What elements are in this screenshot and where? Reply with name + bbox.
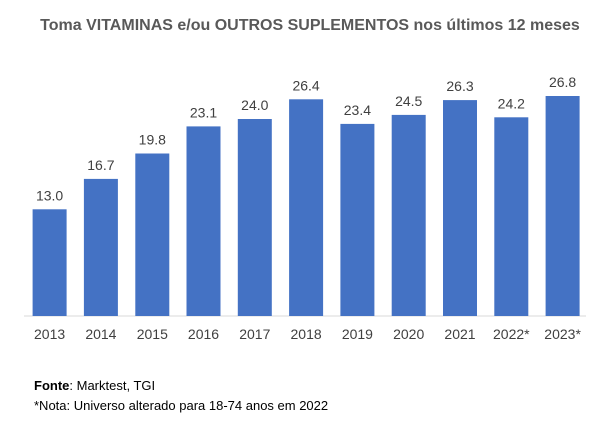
data-label-2022-star: 24.2 [498, 95, 525, 111]
source-text: : Marktest, TGI [69, 378, 156, 393]
x-tick-label-2021: 2021 [444, 326, 475, 342]
x-tick-label-2014: 2014 [85, 326, 116, 342]
data-label-2014: 16.7 [87, 157, 114, 173]
bar-2014 [83, 178, 118, 316]
source-label: Fonte [34, 378, 70, 393]
data-label-2019: 23.4 [344, 102, 371, 118]
data-label-2023-star: 26.8 [549, 74, 576, 90]
data-label-2020: 24.5 [395, 93, 422, 109]
x-tick-label-2019: 2019 [342, 326, 373, 342]
bar-2015 [135, 153, 170, 316]
x-tick-label-2013: 2013 [34, 326, 65, 342]
bar-2021 [443, 100, 477, 316]
x-tick-label-2016: 2016 [188, 326, 219, 342]
bar-2013 [32, 209, 67, 316]
data-label-2018: 26.4 [292, 77, 319, 93]
x-tick-label-2018: 2018 [291, 326, 322, 342]
bar-2016 [186, 126, 221, 317]
bar-2017 [237, 119, 272, 316]
bars-group: 13.0 2013 16.7 2014 19.8 2015 23.1 2016 24.0 2017… [32, 74, 581, 342]
x-tick-label-2022-star: 2022* [493, 326, 530, 342]
data-label-2021: 26.3 [446, 78, 473, 94]
bar-2023-star [545, 96, 580, 316]
bar-2019 [340, 123, 375, 317]
chart-footer: Fonte: Marktest, TGI *Nota: Universo alt… [34, 376, 328, 416]
x-tick-label-2015: 2015 [137, 326, 168, 342]
data-label-2015: 19.8 [139, 132, 166, 148]
source-line: Fonte: Marktest, TGI [34, 376, 328, 396]
bar-2020 [391, 114, 426, 317]
data-label-2013: 13.0 [36, 187, 63, 203]
data-label-2017: 24.0 [241, 97, 268, 113]
data-label-2016: 23.1 [190, 104, 217, 120]
x-tick-label-2020: 2020 [393, 326, 424, 342]
bar-2018 [289, 99, 324, 316]
x-tick-label-2023-star: 2023* [544, 326, 581, 342]
footnote: *Nota: Universo alterado para 18-74 anos… [34, 398, 329, 413]
bar-2022-star [494, 117, 529, 316]
x-tick-label-2017: 2017 [239, 326, 270, 342]
chart-title: Toma VITAMINAS e/ou OUTROS SUPLEMENTOS n… [40, 17, 580, 34]
